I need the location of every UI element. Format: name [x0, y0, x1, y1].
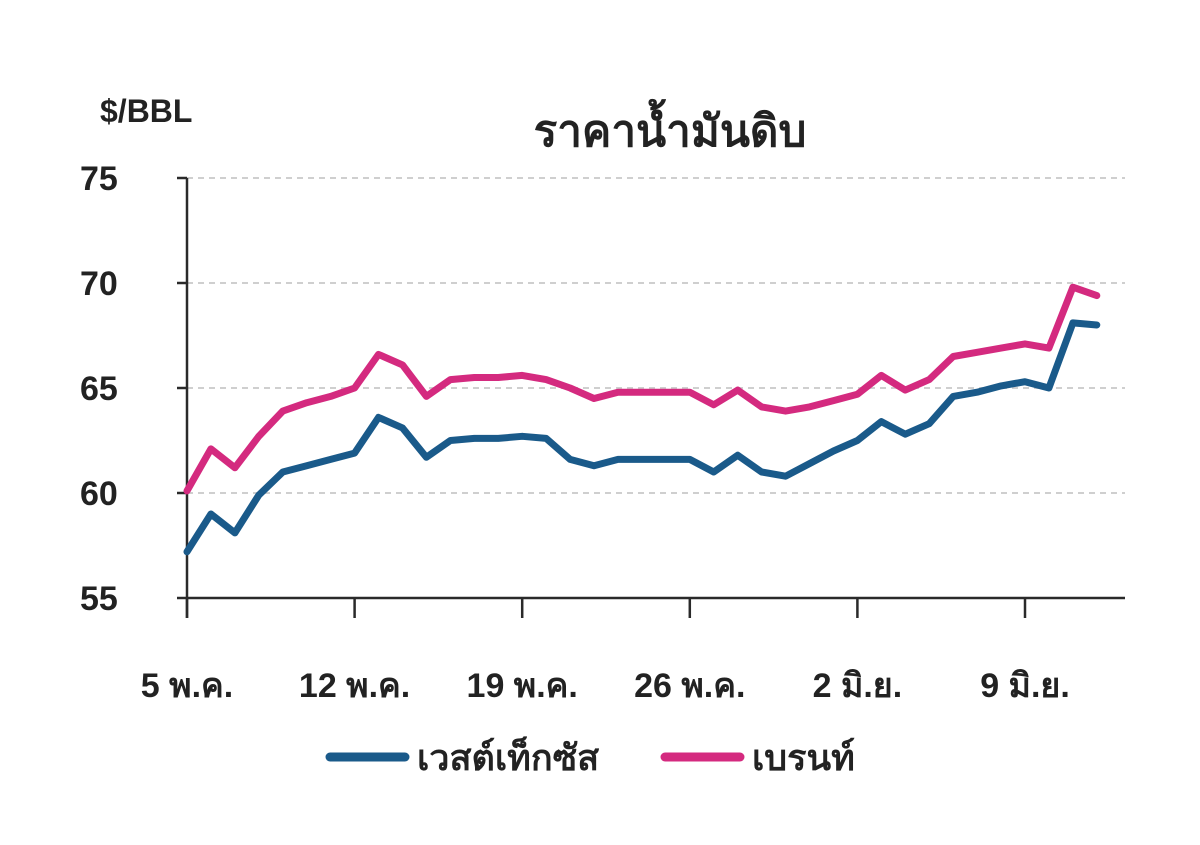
x-tick-label: 26 พ.ค.: [634, 667, 745, 705]
legend: เวสต์เท็กซัส เบรนท์: [325, 735, 855, 778]
y-tick-label: 75: [80, 160, 118, 198]
series-line-1: [183, 283, 1101, 495]
legend-label: เวสต์เท็กซัส: [417, 735, 599, 778]
chart-title: ราคาน้ำมันดิบ: [534, 98, 807, 156]
x-tick-label: 12 พ.ค.: [299, 667, 410, 705]
x-tick-label: 2 มิ.ย.: [813, 667, 903, 705]
x-tick-label: 9 มิ.ย.: [980, 667, 1070, 705]
series-lines: [183, 283, 1101, 556]
series-line-0: [183, 319, 1101, 556]
y-tick-label: 65: [80, 370, 118, 408]
x-tick-label: 19 พ.ค.: [467, 667, 578, 705]
axes: 55 60 65 70 75 5 พ.ค. 12 พ.ค. 19 พ.ค. 26 พ.ค. 2 ม…: [80, 160, 1125, 705]
y-tick-label: 70: [80, 265, 118, 303]
y-tick-label: 55: [80, 580, 118, 618]
x-tick-label: 5 พ.ค.: [141, 667, 233, 705]
y-tick-label: 60: [80, 475, 118, 513]
y-axis-unit-label: $/BBL: [100, 93, 192, 129]
legend-label: เบรนท์: [752, 737, 855, 778]
gridlines: [187, 177, 1125, 494]
